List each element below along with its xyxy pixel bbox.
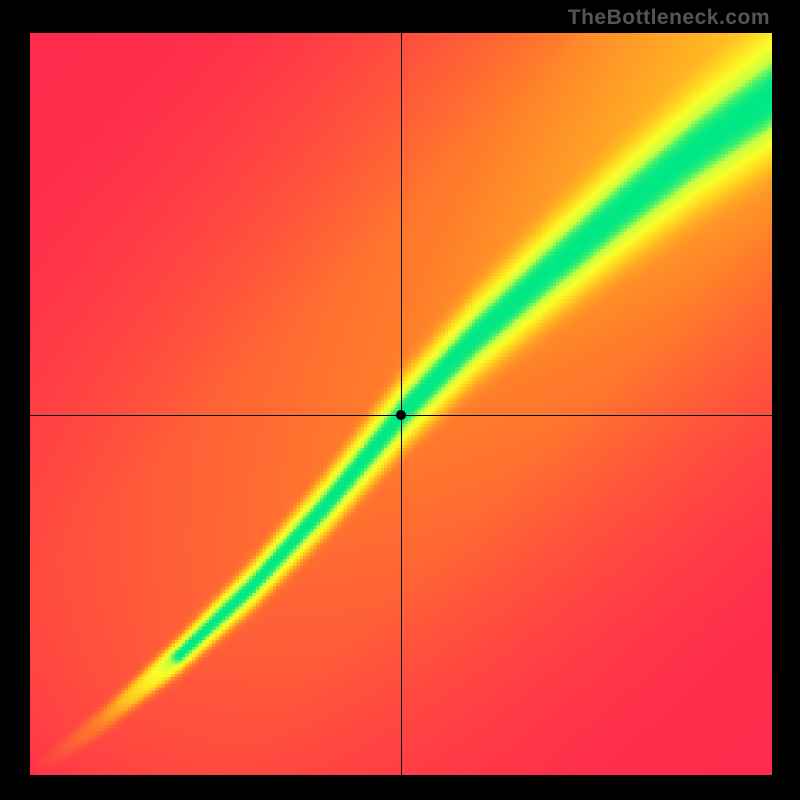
plot-area	[30, 33, 772, 775]
crosshair-vertical	[401, 33, 402, 775]
crosshair-marker	[396, 410, 406, 420]
chart-frame: TheBottleneck.com	[0, 0, 800, 800]
watermark-text: TheBottleneck.com	[568, 6, 770, 30]
